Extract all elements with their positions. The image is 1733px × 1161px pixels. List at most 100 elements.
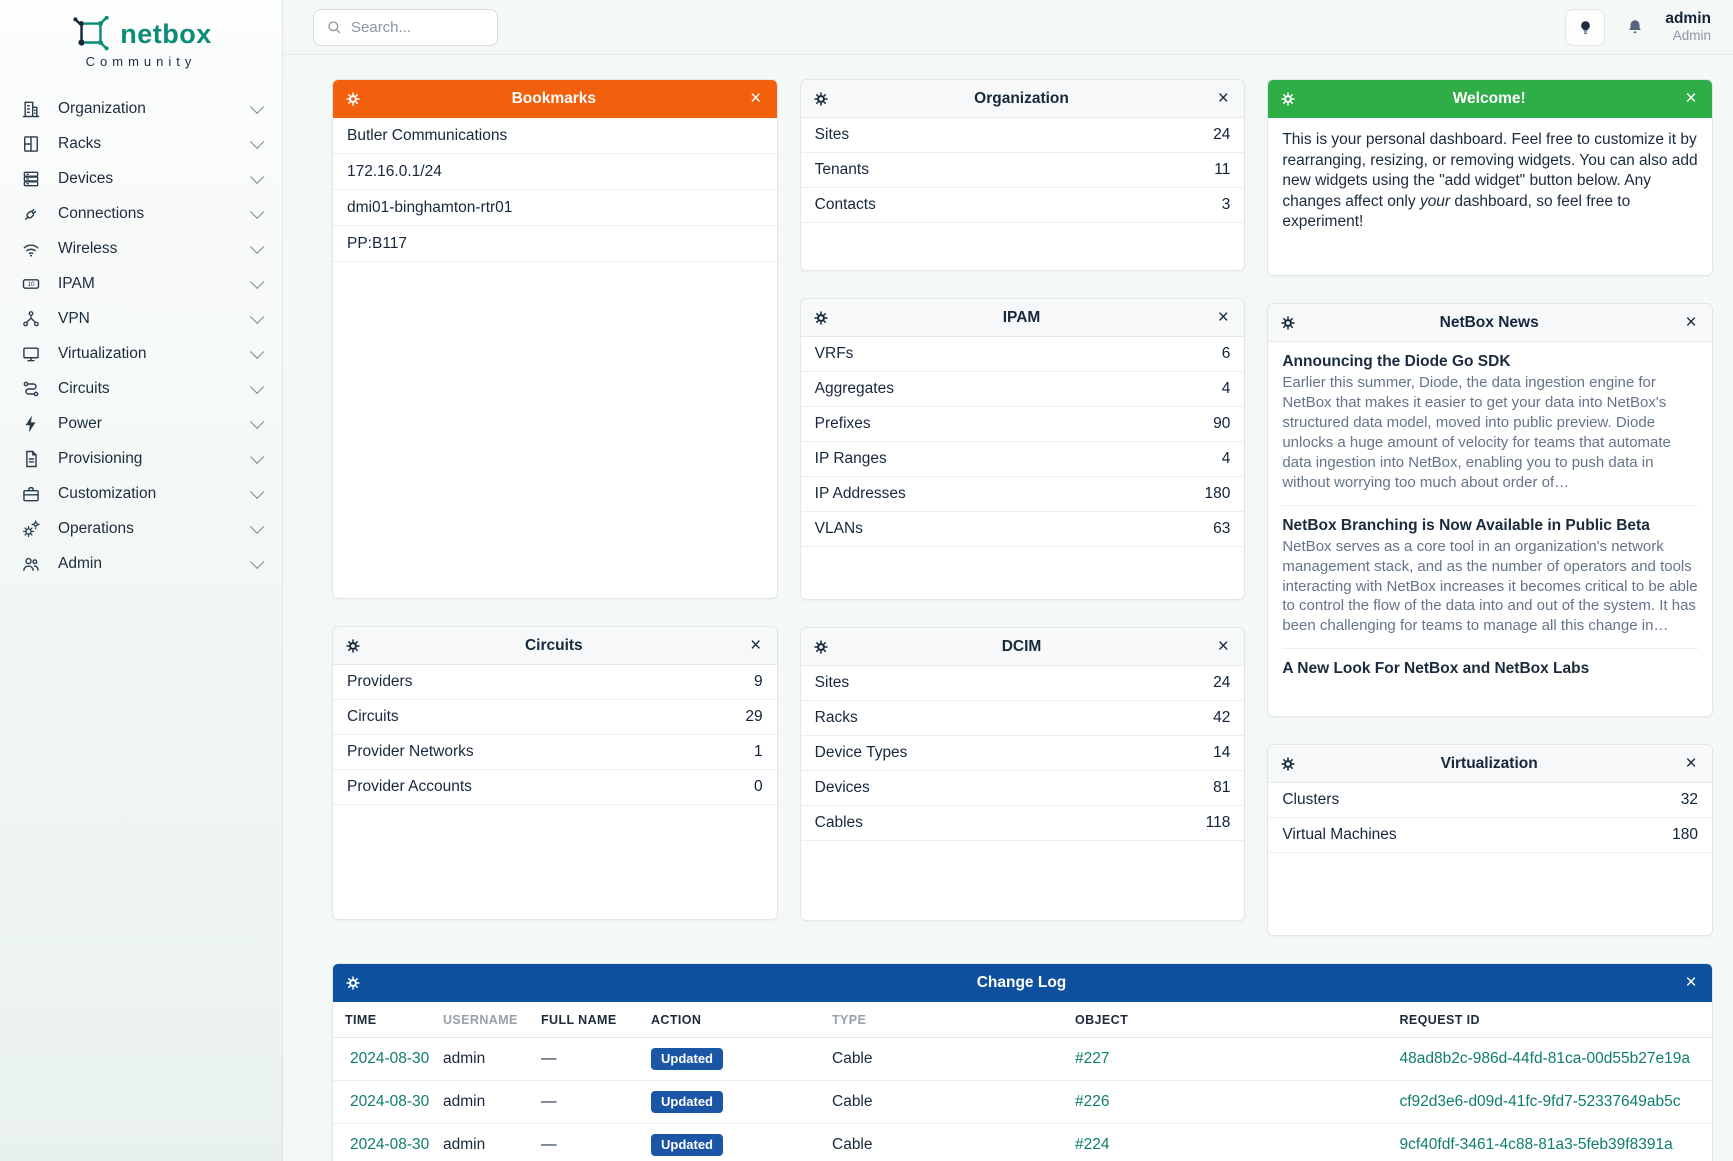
column-header[interactable]: TIME	[333, 1002, 431, 1038]
stat-row[interactable]: Provider Accounts 0	[333, 770, 777, 805]
column-header[interactable]: REQUEST ID	[1387, 1002, 1712, 1038]
rack-icon	[21, 134, 41, 154]
sidebar-item-label: Organization	[58, 99, 146, 117]
sidebar-item-customization[interactable]: Customization	[0, 476, 282, 511]
stat-row[interactable]: Sites 24	[800, 666, 1245, 701]
search-input[interactable]	[351, 18, 485, 36]
column-header[interactable]: FULL NAME	[529, 1002, 639, 1038]
stat-row[interactable]: Devices 81	[800, 771, 1245, 806]
widget-title: Organization	[974, 89, 1069, 107]
bookmark-item[interactable]: PP:B117	[333, 226, 777, 262]
stat-row[interactable]: VRFs 6	[800, 337, 1245, 372]
sidebar-item-ipam[interactable]: 10 IPAM	[0, 266, 282, 301]
stat-row[interactable]: Provider Networks 1	[333, 735, 777, 770]
request-id-link[interactable]: 48ad8b2c-986d-44fd-81ca-00d55b27e19a	[1399, 1050, 1690, 1067]
sidebar: netbox Community Organization Racks	[0, 0, 283, 1161]
stat-row[interactable]: IP Addresses 180	[800, 477, 1245, 512]
brand[interactable]: netbox Community	[0, 10, 282, 83]
close-icon[interactable]: ×	[1685, 972, 1697, 993]
sidebar-item-racks[interactable]: Racks	[0, 126, 282, 161]
search-box[interactable]	[313, 8, 498, 46]
close-icon[interactable]: ×	[1685, 88, 1697, 109]
gear-icon[interactable]	[813, 91, 828, 106]
gear-icon[interactable]	[1281, 91, 1296, 106]
sidebar-item-provisioning[interactable]: Provisioning	[0, 441, 282, 476]
stat-row[interactable]: Device Types 14	[800, 736, 1245, 771]
column-header[interactable]: OBJECT	[1063, 1002, 1388, 1038]
bookmark-item[interactable]: Butler Communications	[333, 118, 777, 154]
sidebar-item-devices[interactable]: Devices	[0, 161, 282, 196]
time-link[interactable]: 2024-08-30 18:48	[350, 1093, 431, 1110]
time-link[interactable]: 2024-08-30 18:48	[350, 1136, 431, 1153]
stat-row[interactable]: Prefixes 90	[800, 407, 1245, 442]
close-icon[interactable]: ×	[750, 88, 762, 109]
user-menu[interactable]: admin Admin	[1665, 10, 1711, 43]
stat-row[interactable]: Tenants 11	[800, 153, 1245, 188]
sidebar-item-wireless[interactable]: Wireless	[0, 231, 282, 266]
sidebar-item-admin[interactable]: Admin	[0, 546, 282, 581]
object-link[interactable]: #224	[1075, 1136, 1110, 1153]
chevron-down-icon	[250, 99, 265, 114]
stat-row[interactable]: Clusters 32	[1268, 783, 1713, 818]
news-item-title[interactable]: NetBox Branching is Now Available in Pub…	[1282, 516, 1650, 534]
sidebar-nav: Organization Racks Devices	[0, 83, 282, 589]
widget-title: IPAM	[1002, 308, 1041, 326]
organization-icon	[21, 99, 41, 119]
sidebar-item-connections[interactable]: Connections	[0, 196, 282, 231]
gear-icon[interactable]	[813, 639, 828, 654]
netbox-logo-icon	[70, 16, 112, 52]
close-icon[interactable]: ×	[1685, 753, 1697, 774]
gear-icon[interactable]	[813, 310, 828, 325]
stat-row[interactable]: Circuits 29	[333, 700, 777, 735]
news-item-body: NetBox serves as a core tool in an organ…	[1282, 537, 1698, 635]
monitor-icon	[21, 344, 41, 364]
news-item-title[interactable]: A New Look For NetBox and NetBox Labs	[1282, 660, 1590, 678]
sidebar-item-label: Racks	[58, 134, 102, 152]
widget-virtualization: Virtualization × Clusters 32 Virtual Machi…	[1267, 744, 1714, 936]
close-icon[interactable]: ×	[1217, 88, 1229, 109]
theme-toggle-button[interactable]	[1565, 8, 1606, 46]
widget-title: Virtualization	[1440, 754, 1538, 772]
object-link[interactable]: #226	[1075, 1093, 1110, 1110]
gear-icon[interactable]	[346, 975, 360, 990]
sidebar-item-organization[interactable]: Organization	[0, 91, 282, 126]
gear-icon[interactable]	[1281, 315, 1296, 330]
close-icon[interactable]: ×	[1217, 636, 1229, 657]
stat-row[interactable]: IP Ranges 4	[800, 442, 1245, 477]
close-icon[interactable]: ×	[1685, 312, 1697, 333]
news-item-title[interactable]: Announcing the Diode Go SDK	[1282, 353, 1511, 370]
full-name-cell: —	[541, 1093, 557, 1110]
request-id-link[interactable]: 9cf40fdf-3461-4c88-81a3-5feb39f8391a	[1399, 1136, 1673, 1153]
sidebar-item-operations[interactable]: Operations	[0, 511, 282, 546]
stat-row[interactable]: Racks 42	[800, 701, 1245, 736]
sidebar-item-circuits[interactable]: Circuits	[0, 371, 282, 406]
column-header[interactable]: USERNAME	[431, 1002, 529, 1038]
sidebar-item-power[interactable]: Power	[0, 406, 282, 441]
stat-row[interactable]: Cables 118	[800, 806, 1245, 841]
bookmark-item[interactable]: dmi01-binghamton-rtr01	[333, 190, 777, 226]
stat-row[interactable]: Contacts 3	[800, 188, 1245, 223]
column-header[interactable]: TYPE	[820, 1002, 1063, 1038]
close-icon[interactable]: ×	[750, 635, 762, 656]
object-link[interactable]: #227	[1075, 1050, 1110, 1067]
gear-icon[interactable]	[346, 91, 360, 106]
request-id-link[interactable]: cf92d3e6-d09d-41fc-9fd7-52337649ab5c	[1399, 1093, 1681, 1110]
gear-icon[interactable]	[1281, 756, 1296, 771]
column-header[interactable]: ACTION	[639, 1002, 820, 1038]
close-icon[interactable]: ×	[1217, 307, 1229, 328]
notifications-button[interactable]	[1621, 9, 1649, 46]
stat-row[interactable]: Virtual Machines 180	[1268, 818, 1713, 853]
stat-row[interactable]: Providers 9	[333, 665, 777, 700]
wifi-icon	[21, 239, 41, 259]
gear-icon[interactable]	[346, 638, 360, 653]
stat-row[interactable]: Aggregates 4	[800, 372, 1245, 407]
time-link[interactable]: 2024-08-30 18:48	[350, 1050, 431, 1067]
bookmark-item[interactable]: 172.16.0.1/24	[333, 154, 777, 190]
sidebar-item-vpn[interactable]: VPN	[0, 301, 282, 336]
topbar: admin Admin	[283, 0, 1733, 55]
change-log-row: 2024-08-30 18:48 admin — Updated Cable #…	[333, 1080, 1712, 1124]
stat-row[interactable]: Sites 24	[800, 118, 1245, 153]
stat-row[interactable]: VLANs 63	[800, 512, 1245, 547]
news-item: A New Look For NetBox and NetBox Labs	[1282, 649, 1698, 692]
sidebar-item-virtualization[interactable]: Virtualization	[0, 336, 282, 371]
